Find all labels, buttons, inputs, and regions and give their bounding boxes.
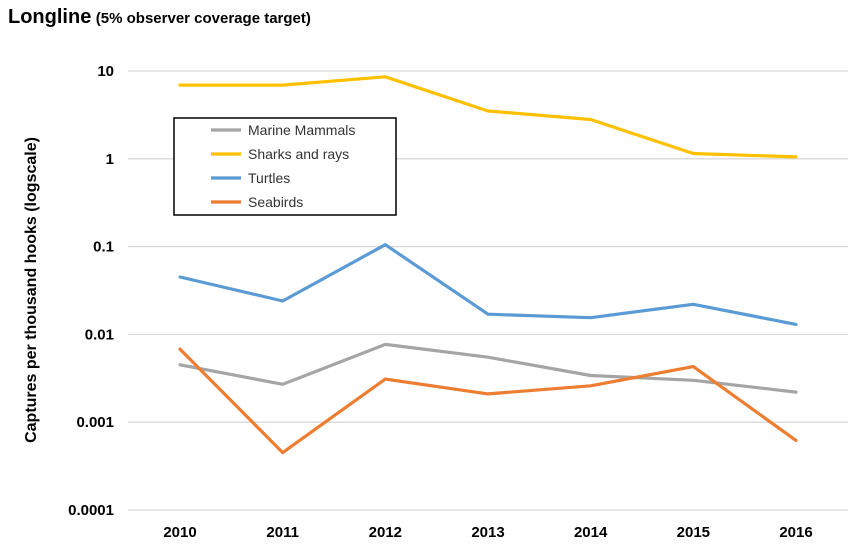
legend-label-turtles: Turtles [248,170,290,186]
series-line-marine-mammals [178,342,798,394]
y-tick-label: 0.1 [93,239,114,256]
legend-box [173,117,397,216]
x-tick-label: 2016 [779,524,812,541]
y-axis-ticks: 0.0001 0.001 0.01 0.1 1 10 [68,63,114,519]
chart-title: Longline [8,6,92,28]
x-tick-label: 2011 [266,524,299,541]
y-tick-label: 0.01 [85,326,114,343]
legend-label-marine-mammals: Marine Mammals [248,122,355,138]
series-line-sharks-and-rays [178,75,798,159]
legend-label-sharks-and-rays: Sharks and rays [248,146,349,162]
series-lines [178,75,798,455]
x-tick-label: 2014 [574,524,608,541]
y-tick-label: 0.0001 [68,502,114,519]
legend: Marine Mammals Sharks and rays Turtles Seab… [173,117,397,216]
x-tick-label: 2010 [163,524,196,541]
y-tick-label: 0.001 [76,414,114,431]
series-line-seabirds [178,347,798,455]
gridlines [128,70,848,511]
y-tick-label: 1 [106,151,114,168]
legend-label-seabirds: Seabirds [248,194,303,210]
chart-subtitle: (5% observer coverage target) [95,10,311,27]
series-line-turtles [178,243,798,326]
chart-title-block: Longline (5% observer coverage target) [8,6,311,29]
x-tick-label: 2012 [369,524,402,541]
x-axis-ticks: 2010 2011 2012 2013 2014 2015 2016 [163,524,812,541]
x-tick-label: 2015 [677,524,710,541]
y-axis-label: Captures per thousand hooks (logscale) [23,137,40,443]
x-tick-label: 2013 [471,524,504,541]
y-tick-label: 10 [97,63,114,80]
